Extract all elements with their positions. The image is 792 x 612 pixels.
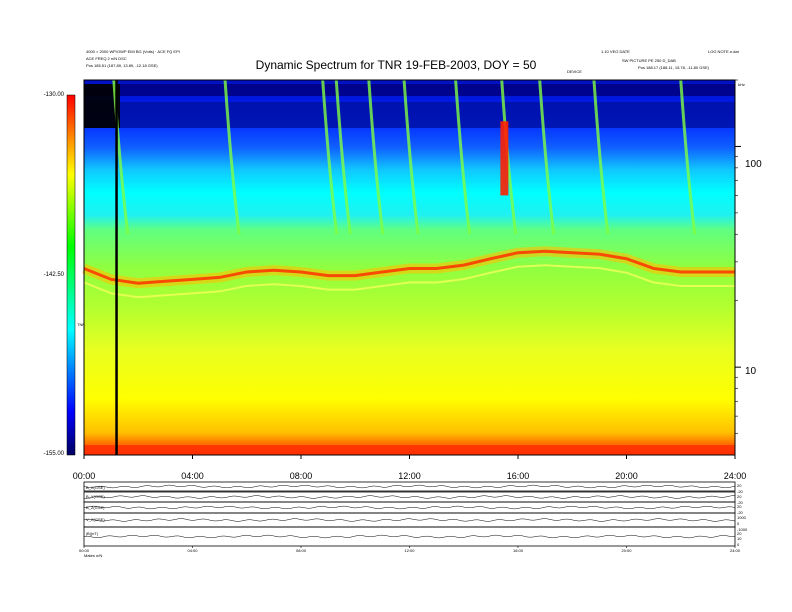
xtick-0: 00:00 bbox=[72, 471, 96, 481]
panel-rtick-bz-bot: -20 bbox=[737, 510, 743, 515]
panel-rtick-by-bot: -20 bbox=[737, 500, 743, 505]
panel-frame bbox=[83, 512, 736, 528]
header-right-line1: 1.10 VEO DATE bbox=[601, 49, 630, 54]
panel-rtick-b-top: 20 bbox=[737, 531, 742, 536]
xtick-3: 12:00 bbox=[398, 471, 421, 481]
type3-burst bbox=[112, 79, 130, 235]
type3-burst bbox=[592, 79, 610, 235]
footer-label: Mates n/N bbox=[84, 553, 103, 558]
bottom-xtick-3: 12:00 bbox=[404, 548, 415, 553]
xtick-1: 04:00 bbox=[181, 471, 204, 481]
header-left-line2: ACE FREQ 2 n/N DSC bbox=[86, 56, 127, 61]
unit-label: kHz bbox=[738, 82, 745, 87]
bottom-red-band bbox=[84, 445, 735, 455]
colorbar bbox=[66, 94, 76, 456]
panel-label-bz: B_Z(GSE) bbox=[86, 505, 105, 510]
header-left-line3: Pos 185.51 (187.89, 13.89, -12.18 GSE) bbox=[86, 63, 158, 68]
header-right-line3: SW PICTURE PE 250 D_DAB bbox=[622, 58, 676, 63]
type3-burst bbox=[402, 79, 420, 235]
bottom-xtick-5: 20:00 bbox=[621, 548, 632, 553]
panel-rtick-b-bot: 0 bbox=[737, 542, 740, 547]
bottom-xtick-6: 24:00 bbox=[729, 548, 740, 553]
panel-rtick-bx-bot: -20 bbox=[737, 489, 743, 494]
type3-bursts bbox=[112, 79, 697, 235]
xtick-5: 20:00 bbox=[615, 471, 638, 481]
bottom-xtick-1: 04:00 bbox=[187, 548, 198, 553]
header-right-line4: Pos 188.17 (188.11, 15.78, -11.80 GSE) bbox=[638, 65, 710, 70]
plasma-line-echo bbox=[83, 264, 735, 299]
panel-rtick-bz-top: 20 bbox=[737, 504, 742, 509]
red-burst bbox=[500, 121, 509, 196]
xtick-2: 08:00 bbox=[289, 471, 313, 481]
colorbar-tick-top: -130.00 bbox=[43, 92, 64, 98]
panel-rtick-vx-mid: 0 bbox=[737, 521, 740, 526]
bottom-xtick-2: 08:00 bbox=[295, 548, 306, 553]
header-center-label: DEVICE bbox=[567, 69, 582, 74]
panel-trace bbox=[83, 505, 736, 510]
colorbar-tick-bottom: -155.00 bbox=[43, 451, 64, 457]
panel-trace bbox=[83, 534, 736, 539]
panel-trace bbox=[83, 495, 735, 499]
bottom-xtick-0: 00:00 bbox=[78, 548, 89, 553]
ytick-100: 100 bbox=[745, 159, 762, 170]
xtick-4: 16:00 bbox=[506, 471, 530, 481]
panel-rtick-bx-top: 20 bbox=[737, 483, 742, 488]
plasma-line bbox=[82, 246, 735, 299]
panel-label-b: |B|(nT) bbox=[86, 531, 99, 536]
type3-burst bbox=[321, 79, 339, 235]
type3-burst bbox=[454, 79, 472, 235]
type3-burst bbox=[334, 79, 352, 235]
top-dark-band-1 bbox=[84, 84, 735, 96]
bottom-panels bbox=[83, 481, 736, 548]
type3-burst bbox=[367, 79, 385, 235]
chart-title: Dynamic Spectrum for TNR 19-FEB-2003, DO… bbox=[255, 58, 537, 72]
type3-burst bbox=[538, 79, 556, 235]
plasma-line-core bbox=[83, 249, 735, 285]
panel-rtick-b-mid: 10 bbox=[737, 536, 742, 541]
header-right-line2: LOG NOTE.n.dat bbox=[708, 49, 739, 54]
panel-label-bx: B_X(GSE) bbox=[86, 485, 105, 490]
panel-rtick-by-top: 20 bbox=[737, 494, 742, 499]
colorbar-tick-mid: -142.50 bbox=[43, 272, 64, 278]
spectrum-axes bbox=[83, 79, 741, 459]
panel-trace bbox=[83, 518, 736, 522]
colorbar-gradient bbox=[66, 94, 76, 456]
header-left-line1: 4000 > 2000 WP/OWP EMI BG (Volts) · ACE … bbox=[86, 49, 180, 54]
xtick-6: 24:00 bbox=[723, 471, 747, 481]
bottom-xtick-4: 16:00 bbox=[512, 548, 523, 553]
type3-burst bbox=[679, 79, 697, 235]
type3-burst bbox=[223, 79, 241, 235]
top-dark-band-2 bbox=[84, 102, 735, 128]
colorbar-label: TNR bbox=[77, 322, 86, 327]
panel-trace bbox=[83, 484, 736, 489]
ytick-10: 10 bbox=[745, 366, 757, 377]
panel-rtick-vx-top: 1000 bbox=[737, 515, 746, 520]
panel-label-vx: V_X(GSE) bbox=[86, 517, 105, 522]
panel-rtick-vx-bot: -1000 bbox=[737, 527, 748, 532]
